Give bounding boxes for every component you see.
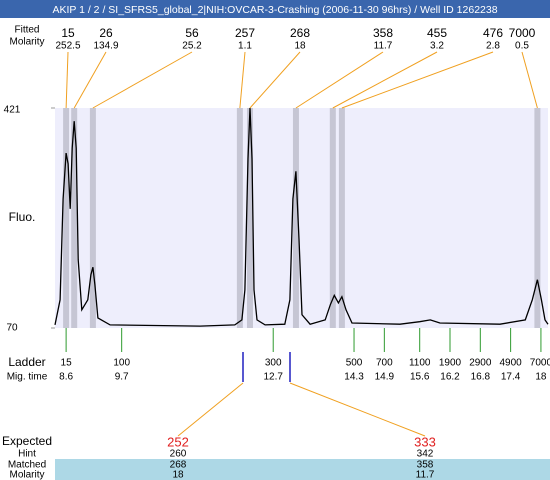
- peak-band: [63, 108, 70, 328]
- peak-leader: [249, 51, 301, 109]
- peak-band: [71, 108, 78, 328]
- molarity-row: [55, 470, 550, 480]
- peak-leader: [92, 51, 193, 109]
- peak-size: 26: [99, 26, 113, 40]
- ladder-size: 300: [265, 358, 282, 369]
- ladder-size: 7000: [530, 358, 550, 369]
- peak-molarity: 252.5: [55, 41, 80, 52]
- expected-value: 333: [414, 434, 436, 449]
- ladder-time: 9.7: [115, 372, 129, 383]
- ladder-time: 12.7: [263, 372, 283, 383]
- peak-molarity: 2.8: [486, 41, 500, 52]
- peak-molarity: 1.1: [238, 41, 252, 52]
- peak-size: 268: [290, 26, 310, 40]
- expected-molarity-label: Molarity: [9, 470, 44, 480]
- peak-size: 358: [373, 26, 393, 40]
- ladder-label: Ladder: [8, 355, 45, 369]
- ladder-size: 1900: [439, 358, 462, 369]
- matched-row: [55, 459, 550, 470]
- ladder-time: 8.6: [59, 372, 73, 383]
- peak-molarity: 25.2: [182, 41, 202, 52]
- ladder-time: 18: [535, 372, 547, 383]
- peak-leader: [332, 51, 438, 109]
- matched-label: Matched: [8, 460, 46, 471]
- y-axis-label: Fluo.: [9, 210, 36, 224]
- ladder-size: 100: [113, 358, 130, 369]
- peak-leader: [65, 51, 69, 109]
- molarity-value: 11.7: [416, 470, 435, 480]
- peak-band: [329, 108, 336, 328]
- ladder-time: 15.6: [410, 372, 430, 383]
- ladder-size: 2900: [469, 358, 492, 369]
- molarity-label: Molarity: [9, 37, 44, 48]
- peak-leader: [295, 51, 384, 109]
- trace: [54, 107, 549, 327]
- ladder-size: 15: [61, 358, 73, 369]
- hint-value: 260: [170, 449, 187, 460]
- expected-value: 252: [167, 434, 189, 449]
- peak-band: [534, 108, 541, 328]
- peak-molarity: 3.2: [430, 41, 444, 52]
- peak-size: 455: [427, 26, 447, 40]
- ladder-size: 500: [346, 358, 363, 369]
- fitted-label: Fitted: [14, 25, 39, 36]
- mig-time-label: Mig. time: [7, 372, 48, 383]
- hint-label: Hint: [18, 449, 36, 460]
- peak-leader: [341, 51, 494, 109]
- title-bar: [0, 0, 550, 18]
- peak-size: 15: [61, 26, 75, 40]
- peak-size: 56: [185, 26, 199, 40]
- molarity-value: 18: [172, 470, 184, 480]
- peak-band: [246, 108, 253, 328]
- title: AKIP 1 / 2 / SI_SFRS5_global_2|NIH:OVCAR…: [52, 4, 497, 16]
- peak-band: [292, 108, 299, 328]
- expected-label: Expected: [2, 434, 52, 448]
- matched-value: 268: [170, 460, 187, 471]
- peak-molarity: 0.5: [515, 41, 529, 52]
- peak-size: 7000: [509, 26, 536, 40]
- peak-molarity: 134.9: [93, 41, 118, 52]
- ladder-size: 1100: [409, 358, 431, 369]
- ladder-time: 16.8: [471, 372, 491, 383]
- peak-leader: [521, 51, 538, 109]
- ladder-time: 14.3: [344, 372, 364, 383]
- peak-size: 257: [235, 26, 255, 40]
- expected-leader: [177, 382, 244, 437]
- ladder-time: 14.9: [375, 372, 395, 383]
- peak-band: [89, 108, 96, 328]
- peak-band: [236, 108, 243, 328]
- peak-molarity: 11.7: [374, 41, 393, 52]
- expected-leader: [289, 382, 426, 437]
- y-tick-label: 70: [6, 323, 18, 334]
- ladder-size: 4900: [499, 358, 522, 369]
- hint-value: 342: [417, 449, 434, 460]
- peak-band: [338, 108, 345, 328]
- matched-value: 358: [417, 460, 434, 471]
- peak-leader: [239, 51, 246, 109]
- peak-size: 476: [483, 26, 503, 40]
- peak-leader: [73, 51, 107, 109]
- ladder-size: 700: [376, 358, 393, 369]
- peak-molarity: 18: [294, 41, 306, 52]
- ladder-time: 17.4: [501, 372, 521, 383]
- y-tick-label: 421: [4, 105, 21, 116]
- ladder-time: 16.2: [440, 372, 460, 383]
